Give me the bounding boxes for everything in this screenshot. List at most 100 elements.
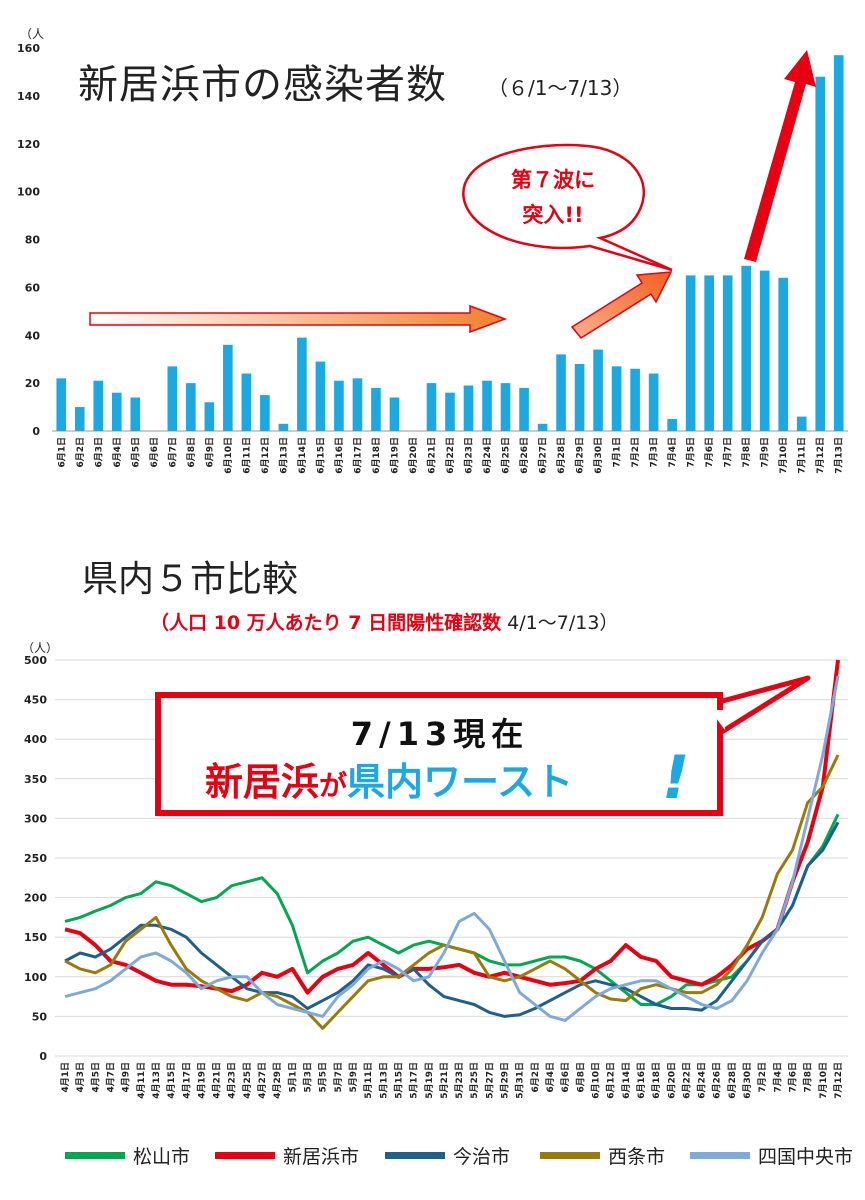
chart1-xtick-label: 6月11日 xyxy=(241,437,252,474)
chart1-xtick-label: 7月6日 xyxy=(704,437,715,468)
chart2-unit-label: （人） xyxy=(22,641,58,655)
chart1-bar xyxy=(389,397,400,431)
chart1-xtick-label: 6月12日 xyxy=(260,437,271,474)
chart1-bar xyxy=(297,337,307,431)
chart1-xtick-label: 7月5日 xyxy=(686,437,697,468)
chart1-xtick-label: 7月11日 xyxy=(797,437,808,474)
chart2-xtick-label: 6月28日 xyxy=(727,1062,738,1099)
legend-item-shikokuchuo: 四国中央市 xyxy=(690,1140,853,1170)
chart2-xtick-label: 6月20日 xyxy=(666,1062,677,1099)
chart2-xtick-label: 5月25日 xyxy=(469,1062,480,1099)
chart1-title: 新居浜市の感染者数 xyxy=(78,62,447,108)
chart2-xtick-label: 4月17日 xyxy=(181,1062,192,1099)
chart2-xtick-label: 6月8日 xyxy=(575,1062,586,1093)
chart2-xtick-label: 7月10日 xyxy=(818,1062,829,1099)
chart2-ytick-label: 50 xyxy=(32,1010,48,1023)
chart1-bar xyxy=(648,373,659,431)
worst-banner: 7/13現在 新居浜が県内ワースト ! xyxy=(155,675,811,816)
chart2-xtick-label: 6月22日 xyxy=(681,1062,692,1099)
chart2-xtick-label: 4月25日 xyxy=(242,1062,253,1099)
chart1-xtick-label: 6月22日 xyxy=(445,437,456,474)
chart2-xtick-label: 5月13日 xyxy=(378,1062,389,1099)
chart1-bar xyxy=(56,378,67,431)
legend-swatch-saijo xyxy=(540,1151,600,1159)
chart1-xtick-label: 6月27日 xyxy=(538,437,549,474)
chart2-xtick-label: 4月27日 xyxy=(257,1062,268,1099)
chart1-xtick-label: 6月23日 xyxy=(464,437,475,474)
chart1-bar xyxy=(537,423,548,431)
chart1-xtick-label: 6月1日 xyxy=(56,437,67,468)
chart1-bar xyxy=(315,361,326,431)
chart1-xtick-label: 6月3日 xyxy=(93,437,104,468)
chart1-ytick-label: 20 xyxy=(25,377,41,390)
chart2-xtick-label: 5月5日 xyxy=(318,1062,329,1093)
chart1-xtick-label: 6月4日 xyxy=(112,437,123,468)
chart2-subtitle: （人口 10 万人あたり 7 日間陽性確認数 4/1～7/13） xyxy=(150,608,618,635)
callout-line2: 突入!! xyxy=(522,203,583,227)
chart2-subtitle-rest: 4/1～7/13） xyxy=(501,612,619,634)
chart1-bar xyxy=(352,378,363,431)
chart2-subtitle-red: （人口 10 万人あたり 7 日間陽性確認数 xyxy=(150,612,502,634)
chart2-xtick-label: 6月2日 xyxy=(530,1062,541,1093)
banner-date: 7/13現在 xyxy=(351,715,530,753)
banner-city: 新居浜 xyxy=(205,760,319,804)
chart1-xtick-label: 6月7日 xyxy=(167,437,178,468)
banner-worst: 県内ワースト xyxy=(347,760,573,804)
chart1-bar xyxy=(759,270,770,431)
chart1-bar xyxy=(186,383,196,431)
chart2-xtick-label: 6月6日 xyxy=(560,1062,571,1093)
chart1-xtick-label: 7月1日 xyxy=(612,437,623,468)
chart1-bar xyxy=(796,416,807,431)
chart1-xtick-label: 6月5日 xyxy=(130,437,141,468)
chart2-xtick-label: 7月12日 xyxy=(833,1062,844,1099)
trend-arrow-flat xyxy=(89,304,508,334)
chart1-xtick-label: 7月8日 xyxy=(741,437,752,468)
legend-label-matsuyama: 松山市 xyxy=(133,1145,191,1168)
chart2-line-chart: （人） 0 50 100 150 200 250 300 350 400 450 500 4月1日 4… xyxy=(22,641,848,1099)
chart2-xtick-label: 5月1日 xyxy=(287,1062,298,1093)
chart2-xtick-label: 5月9日 xyxy=(348,1062,359,1093)
chart1-bar xyxy=(223,344,233,431)
chart2-xtick-label: 5月23日 xyxy=(454,1062,465,1099)
chart1-ytick-label: 100 xyxy=(17,186,40,199)
chart2-xtick-label: 7月4日 xyxy=(772,1062,783,1093)
chart1-bar xyxy=(278,423,289,431)
chart2-xtick-label: 5月21日 xyxy=(439,1062,450,1099)
chart1-ytick-label: 80 xyxy=(25,234,41,247)
chart1-bar xyxy=(667,419,677,431)
chart2-xtick-label: 5月29日 xyxy=(500,1062,511,1099)
chart1-xtick-label: 6月28日 xyxy=(556,437,567,474)
legend-item-imabari: 今治市 xyxy=(385,1140,510,1170)
chart1-ytick-label: 40 xyxy=(25,329,41,342)
chart1-xtick-label: 7月7日 xyxy=(723,437,734,468)
chart1-bar xyxy=(130,397,141,431)
chart1-bar xyxy=(778,277,789,431)
chart1-bar xyxy=(685,275,696,431)
chart1-bar xyxy=(93,380,104,431)
chart2-xtick-label: 6月30日 xyxy=(742,1062,753,1099)
legend-swatch-shikokuchuo xyxy=(690,1151,750,1159)
legend-label-niihama: 新居浜市 xyxy=(283,1145,360,1168)
banner-particle: が xyxy=(319,769,347,802)
chart2-ytick-label: 350 xyxy=(24,773,47,786)
chart2-xtick-label: 6月16日 xyxy=(636,1062,647,1099)
chart2-xtick-label: 4月9日 xyxy=(121,1062,132,1093)
chart1-xtick-label: 7月2日 xyxy=(630,437,641,468)
legend-label-saijo: 西条市 xyxy=(608,1145,666,1168)
chart2-xtick-label: 5月15日 xyxy=(393,1062,404,1099)
chart2-xtick-label: 4月5日 xyxy=(90,1062,101,1093)
chart1-bar xyxy=(815,76,826,431)
chart1-bar xyxy=(111,392,122,431)
chart1-bar-chart: （人 0 20 40 60 80 100 120 140 160 6月1日 6月2日 6月3日 6月4… xyxy=(17,27,848,474)
chart2-ytick-label: 250 xyxy=(24,852,47,865)
chart2-xtick-label: 6月12日 xyxy=(606,1062,617,1099)
chart2-title: 県内５市比較 xyxy=(82,559,299,600)
chart2-xtick-label: 4月11日 xyxy=(136,1062,147,1099)
chart2-xtick-label: 6月14日 xyxy=(621,1062,632,1099)
chart2-xtick-label: 6月4日 xyxy=(545,1062,556,1093)
chart2-xtick-label: 7月6日 xyxy=(788,1062,799,1093)
chart1-xtick-label: 7月3日 xyxy=(649,437,660,468)
chart2-xtick-label: 4月15日 xyxy=(166,1062,177,1099)
chart1-bar xyxy=(833,55,844,432)
chart1-bar xyxy=(260,395,270,431)
